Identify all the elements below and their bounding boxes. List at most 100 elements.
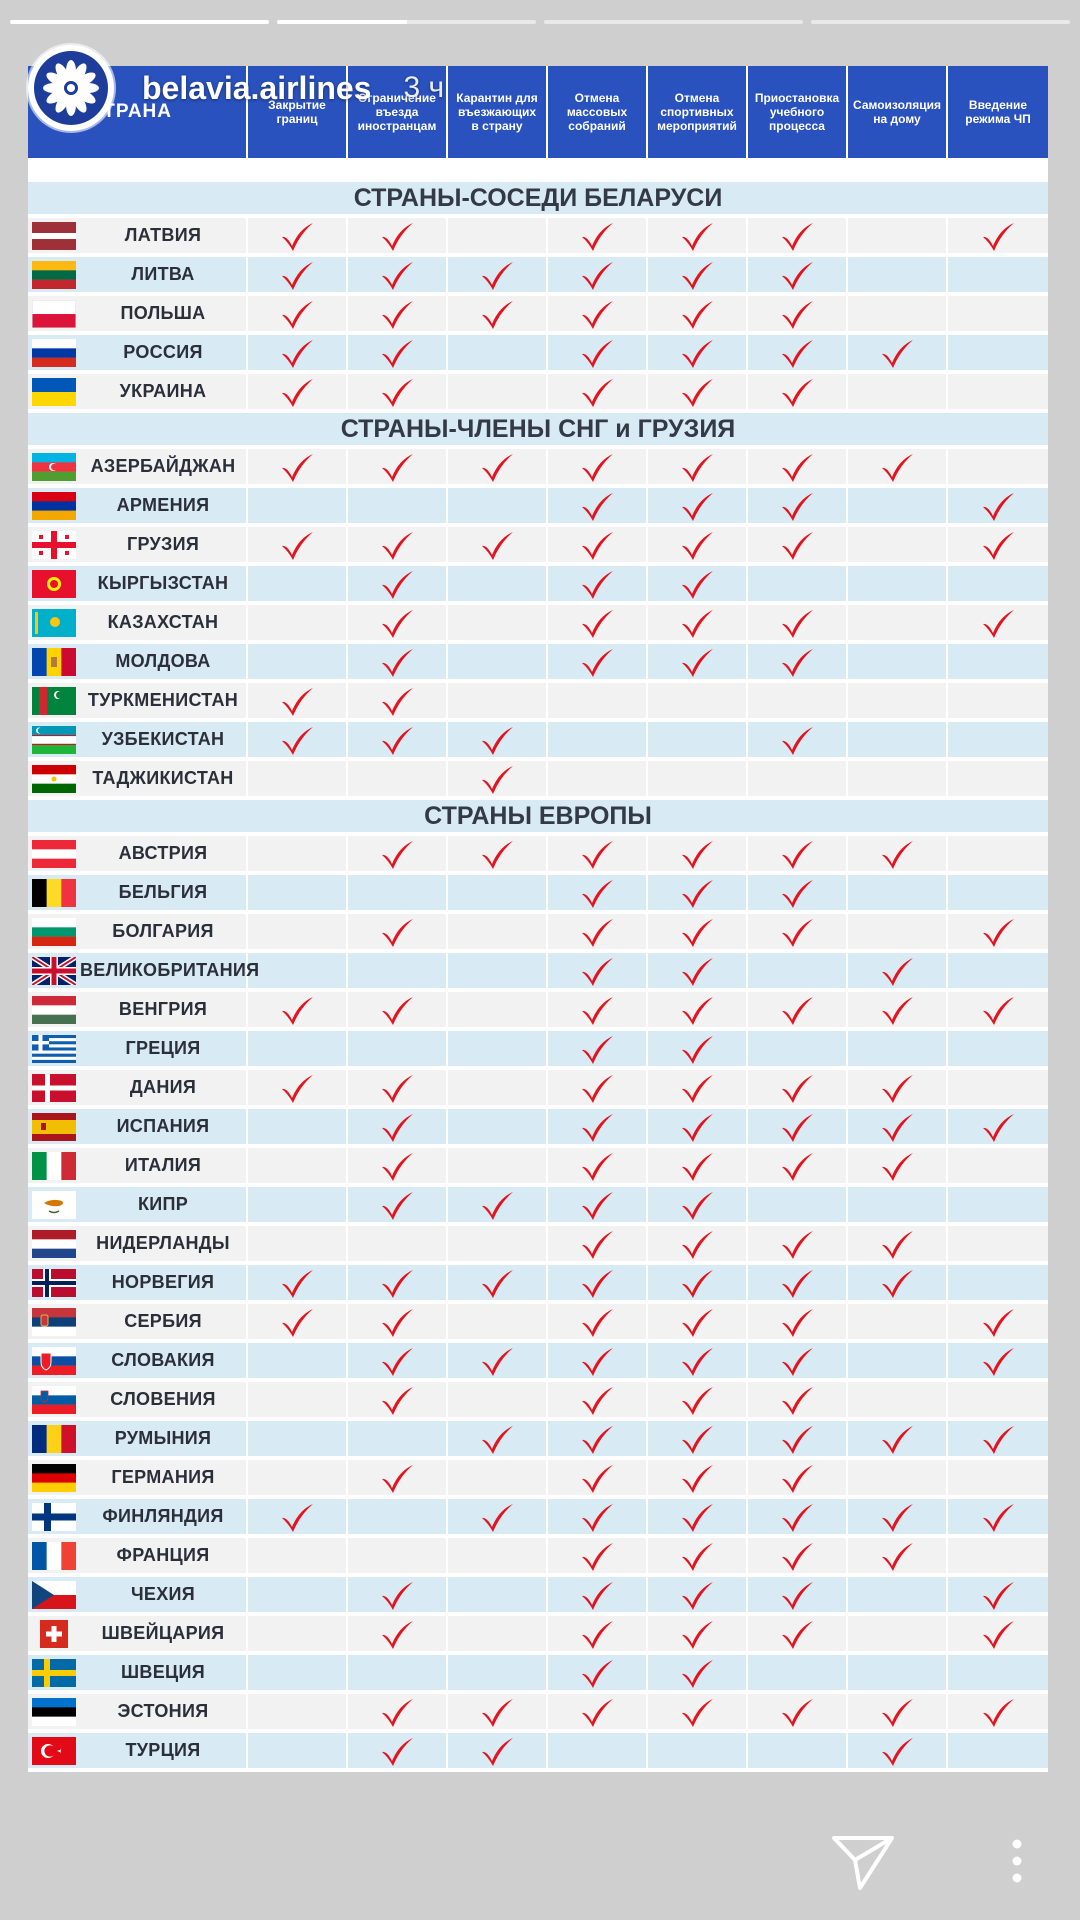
- measure-cell: [548, 1421, 648, 1456]
- measure-cell: [948, 1226, 1048, 1261]
- country-name: ЭСТОНИЯ: [117, 1701, 209, 1721]
- measure-cell: [648, 1070, 748, 1105]
- check-icon: [682, 1152, 713, 1181]
- measure-cell: [848, 1148, 948, 1183]
- country-name: ТАДЖИКИСТАН: [92, 768, 234, 788]
- measure-cell: [448, 257, 548, 292]
- measure-cell: [548, 761, 648, 796]
- check-icon: [382, 261, 413, 290]
- check-icon: [983, 1113, 1014, 1142]
- measure-cell: [848, 605, 948, 640]
- check-icon: [882, 1074, 913, 1103]
- country-cell: РУМЫНИЯ: [28, 1421, 248, 1456]
- check-icon: [582, 1386, 613, 1415]
- table-row: СЕРБИЯ: [28, 1304, 1048, 1343]
- avatar[interactable]: [28, 45, 114, 131]
- account-name[interactable]: belavia.airlines: [142, 69, 372, 106]
- check-icon: [682, 1464, 713, 1493]
- measure-cell: [648, 1538, 748, 1573]
- check-icon: [582, 1308, 613, 1337]
- netherlands-flag: [32, 1229, 76, 1258]
- check-icon: [282, 222, 313, 251]
- check-icon: [582, 996, 613, 1025]
- check-icon: [682, 1113, 713, 1142]
- measure-cell: [548, 1538, 648, 1573]
- measure-cell: [848, 1577, 948, 1612]
- measure-cell: [448, 1655, 548, 1690]
- check-icon: [482, 1425, 513, 1454]
- measure-cell: [548, 527, 648, 562]
- check-icon: [682, 300, 713, 329]
- table-row: ШВЕЙЦАРИЯ: [28, 1616, 1048, 1655]
- measure-cell: [748, 1694, 848, 1729]
- country-name: КИПР: [137, 1194, 189, 1214]
- greece-flag: [32, 1034, 76, 1063]
- check-icon: [882, 1425, 913, 1454]
- austria-flag: [32, 839, 76, 868]
- measure-cell: [648, 1655, 748, 1690]
- measure-cell: [448, 1460, 548, 1495]
- measure-cell: [348, 722, 448, 757]
- check-icon: [582, 453, 613, 482]
- slovakia-flag: [32, 1346, 76, 1375]
- measure-cell: [748, 1031, 848, 1066]
- check-icon: [983, 1503, 1014, 1532]
- measure-cell: [648, 875, 748, 910]
- measure-cell: [748, 1733, 848, 1768]
- check-icon: [282, 531, 313, 560]
- measure-cell: [548, 449, 648, 484]
- check-icon: [382, 1347, 413, 1376]
- check-icon: [882, 1152, 913, 1181]
- measure-cell: [448, 605, 548, 640]
- measure-cell: [948, 722, 1048, 757]
- measure-cell: [748, 836, 848, 871]
- measure-cell: [648, 761, 748, 796]
- check-icon: [882, 1503, 913, 1532]
- check-icon: [282, 378, 313, 407]
- check-icon: [882, 1698, 913, 1727]
- measure-cell: [248, 1733, 348, 1768]
- check-icon: [582, 300, 613, 329]
- story-header[interactable]: belavia.airlines 3 ч: [28, 45, 444, 131]
- section-title: СТРАНЫ ЕВРОПЫ: [28, 800, 1048, 836]
- check-icon: [782, 1386, 813, 1415]
- country-cell: СЛОВЕНИЯ: [28, 1382, 248, 1417]
- measure-cell: [848, 1460, 948, 1495]
- measure-cell: [948, 992, 1048, 1027]
- measure-cell: [948, 1733, 1048, 1768]
- country-cell: ЛАТВИЯ: [28, 218, 248, 253]
- check-icon: [582, 1230, 613, 1259]
- check-icon: [382, 531, 413, 560]
- measure-cell: [348, 449, 448, 484]
- check-icon: [582, 1269, 613, 1298]
- measure-cell: [848, 566, 948, 601]
- measure-cell: [348, 1538, 448, 1573]
- measure-cell: [548, 605, 648, 640]
- latvia-flag: [32, 221, 76, 250]
- measure-cell: [948, 1265, 1048, 1300]
- moldova-flag: [32, 647, 76, 676]
- country-name: ГЕРМАНИЯ: [111, 1467, 215, 1487]
- check-icon: [782, 1542, 813, 1571]
- measure-cell: [448, 914, 548, 949]
- measure-cell: [848, 1070, 948, 1105]
- check-icon: [983, 1698, 1014, 1727]
- measure-cell: [248, 374, 348, 409]
- country-name: ШВЕЙЦАРИЯ: [101, 1623, 225, 1643]
- measure-cell: [548, 683, 648, 718]
- measure-cell: [348, 566, 448, 601]
- table-row: НОРВЕГИЯ: [28, 1265, 1048, 1304]
- measure-cell: [548, 1655, 648, 1690]
- measure-cell: [648, 335, 748, 370]
- measure-cell: [848, 527, 948, 562]
- country-cell: БЕЛЬГИЯ: [28, 875, 248, 910]
- more-options-button[interactable]: [1004, 1836, 1030, 1886]
- measure-cell: [348, 1382, 448, 1417]
- send-button[interactable]: [830, 1832, 896, 1892]
- measure-cell: [848, 1421, 948, 1456]
- measure-cell: [448, 644, 548, 679]
- check-icon: [682, 1074, 713, 1103]
- check-icon: [782, 1581, 813, 1610]
- country-name: АВСТРИЯ: [118, 843, 208, 863]
